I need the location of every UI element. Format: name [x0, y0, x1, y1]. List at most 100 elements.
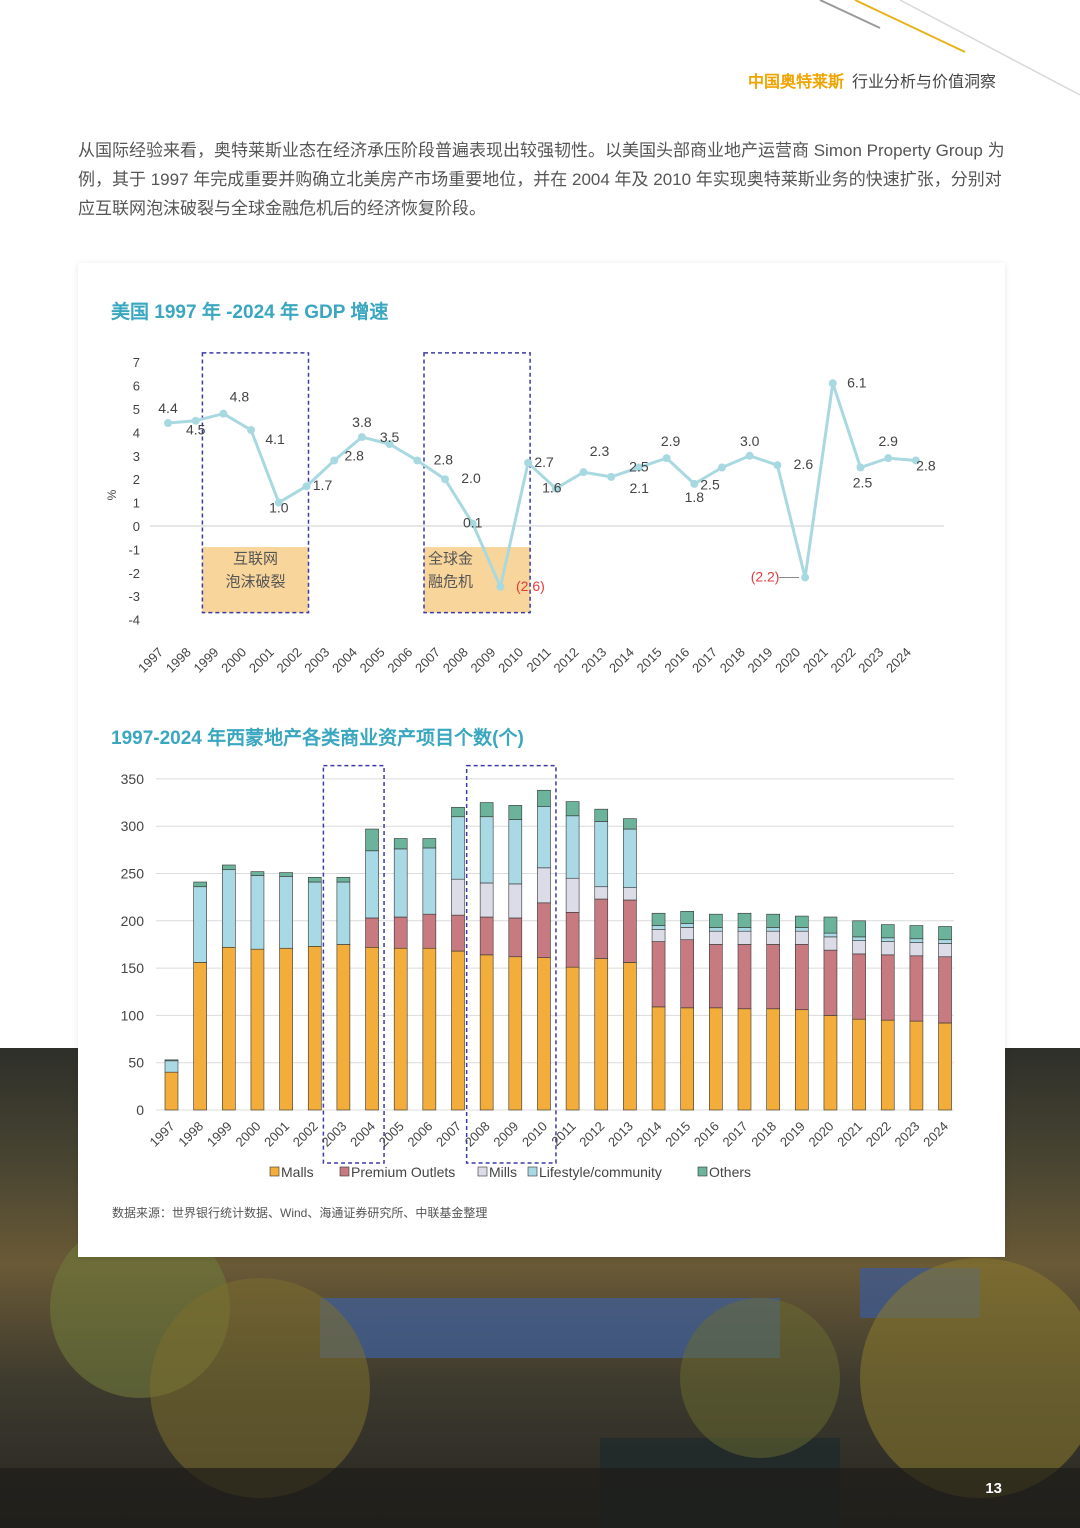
- gdp-data-point: [274, 498, 283, 507]
- gdp-data-label: 3.8: [352, 414, 372, 430]
- bar-segment: [365, 850, 379, 919]
- x-tick-label: 2024: [883, 645, 914, 676]
- legend-swatch: [339, 1166, 350, 1177]
- x-tick-label: 2005: [376, 1119, 407, 1150]
- legend-swatch: [697, 1166, 708, 1177]
- bar-segment: [451, 816, 465, 880]
- bar-segment: [279, 947, 293, 1111]
- gdp-data-label: 2.0: [461, 470, 481, 486]
- gdp-data-label: 4.4: [158, 400, 178, 416]
- bar-segment: [422, 838, 437, 849]
- bar-segment: [193, 881, 207, 888]
- bar-segment: [393, 838, 408, 850]
- bar-segment: [709, 930, 723, 945]
- bar-segment: [651, 912, 666, 926]
- corner-decoration: [819, 0, 1080, 96]
- bar-segment: [451, 950, 465, 1111]
- legend-label: Others: [709, 1164, 751, 1180]
- bar-segment: [852, 920, 866, 938]
- bar-segment: [823, 949, 838, 1016]
- bar-segment: [909, 955, 924, 1022]
- bar-segment: [852, 953, 866, 1020]
- y-tick-label: 300: [121, 818, 145, 834]
- bar-segment: [508, 956, 523, 1111]
- gdp-data-point: [856, 463, 865, 472]
- bar-segment: [737, 1008, 752, 1111]
- gdp-data-point: [911, 456, 920, 465]
- bar-segment: [794, 915, 809, 928]
- y-tick-label: 1: [133, 496, 140, 511]
- bar-segment: [823, 1015, 838, 1111]
- bar-segment: [451, 878, 465, 916]
- legend-swatch: [477, 1166, 488, 1177]
- bar-segment: [909, 925, 924, 940]
- x-tick-label: 2000: [233, 1119, 264, 1150]
- x-tick-label: 1997: [135, 645, 166, 676]
- bar-segment: [164, 1059, 179, 1062]
- bar-segment: [250, 948, 265, 1111]
- gdp-data-label: 1.7: [313, 477, 333, 493]
- bar-segment: [565, 801, 580, 817]
- x-tick-label: 1997: [147, 1119, 178, 1150]
- chart-card: 美国 1997 年 -2024 年 GDP 增速 7 6 5 4 3 2 1 0 -1 -2 -3 -…: [78, 263, 1005, 1257]
- bar-segment: [651, 1006, 666, 1111]
- gdp-data-label: 2.7: [534, 454, 554, 470]
- bar-segment: [336, 876, 351, 883]
- x-tick-label: 2019: [777, 1119, 808, 1150]
- bar-segment: [365, 946, 379, 1111]
- gdp-data-label: (2.2): [751, 568, 780, 584]
- y-tick-label: 0: [133, 519, 140, 534]
- bar-segment: [479, 916, 494, 956]
- x-tick-label: 2001: [246, 645, 277, 676]
- bar-segment: [508, 805, 523, 820]
- x-tick-label: 2015: [662, 1119, 693, 1150]
- x-tick-label: 2018: [717, 645, 748, 676]
- bar-segment: [880, 1019, 895, 1111]
- gdp-data-point: [191, 416, 200, 425]
- y-tick-label: 7: [133, 355, 140, 370]
- bar-segment: [852, 1018, 866, 1111]
- gdp-data-point: [302, 482, 311, 491]
- header-title: 行业分析与价值洞察: [851, 74, 996, 91]
- y-tick-label: 250: [121, 866, 145, 882]
- legend-label: Mills: [489, 1164, 517, 1180]
- annotation-text: 泡沫破裂: [225, 573, 285, 590]
- bar-segment: [709, 927, 723, 932]
- bar-segment: [307, 881, 322, 947]
- y-tick-label: 2: [133, 472, 140, 487]
- gdp-data-point: [357, 433, 366, 442]
- bar-segment: [823, 932, 838, 938]
- bar-segment: [880, 924, 895, 939]
- gdp-data-label: 4.5: [186, 422, 206, 438]
- x-tick-label: 2001: [261, 1119, 292, 1150]
- x-tick-label: 2021: [834, 1119, 865, 1150]
- bar-segment: [938, 939, 952, 944]
- gdp-data-label: 2.9: [878, 433, 898, 449]
- gdp-data-label: 1.6: [542, 480, 562, 496]
- gdp-data-label: 1.8: [685, 489, 705, 505]
- gdp-data-point: [690, 479, 699, 488]
- gdp-data-label: 3.0: [740, 433, 760, 449]
- bar-segment: [680, 927, 695, 941]
- bar-segment: [393, 947, 408, 1111]
- gdp-chart-title: 美国 1997 年 -2024 年 GDP 增速: [111, 302, 389, 323]
- bar-segment: [365, 828, 379, 852]
- annotation-fill: [202, 547, 309, 613]
- bar-segment: [623, 962, 637, 1111]
- gdp-data-point: [441, 475, 449, 484]
- bar-segment: [307, 946, 322, 1111]
- gdp-data-point: [247, 426, 256, 435]
- bar-segment: [651, 941, 666, 1008]
- bar-segment: [479, 882, 494, 918]
- gdp-data-point: [413, 456, 422, 465]
- y-tick-label: 100: [121, 1007, 145, 1023]
- bar-segment: [565, 877, 580, 913]
- x-tick-label: 2020: [806, 1119, 837, 1150]
- gdp-data-point: [468, 519, 477, 528]
- y-tick-label: 3: [133, 449, 140, 464]
- x-tick-label: 2009: [467, 645, 498, 676]
- bar-segment: [393, 916, 408, 949]
- gdp-data-label: 2.1: [629, 480, 649, 496]
- y-tick-label: -4: [128, 613, 140, 628]
- bar-segment: [193, 886, 207, 963]
